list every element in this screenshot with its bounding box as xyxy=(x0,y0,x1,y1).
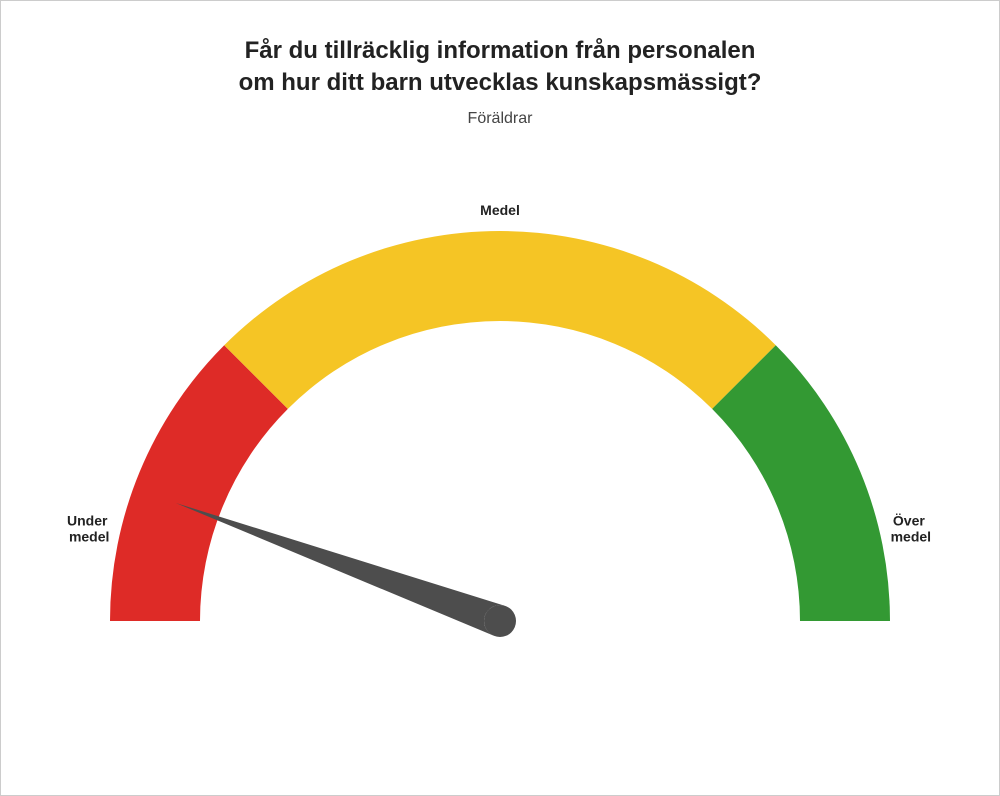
gauge-svg: Medel Under medel Över medel xyxy=(40,151,960,751)
gauge-chart: Medel Under medel Över medel xyxy=(1,151,999,751)
needle-hub xyxy=(484,605,516,637)
needle-path xyxy=(176,503,506,636)
title-line-1: Får du tillräcklig information från pers… xyxy=(245,37,756,64)
gauge-segment-top xyxy=(224,231,776,409)
chart-subtitle: Föräldrar xyxy=(1,110,999,128)
gauge-needle xyxy=(176,503,516,637)
chart-title: Får du tillräcklig information från pers… xyxy=(1,35,999,100)
gauge-segment-left xyxy=(110,345,288,621)
label-over-medel: Över medel xyxy=(891,513,931,545)
chart-frame: Får du tillräcklig information från pers… xyxy=(0,0,1000,796)
label-under-medel: Under medel xyxy=(67,513,111,545)
label-under-medel-line1: Under xyxy=(67,513,108,529)
title-line-2: om hur ditt barn utvecklas kunskapsmässi… xyxy=(239,69,762,96)
label-over-medel-line2: medel xyxy=(891,529,931,545)
gauge-segments xyxy=(110,231,890,621)
title-block: Får du tillräcklig information från pers… xyxy=(1,35,999,128)
label-under-medel-line2: medel xyxy=(69,529,109,545)
label-over-medel-line1: Över xyxy=(893,513,925,529)
label-medel: Medel xyxy=(480,202,520,218)
gauge-segment-right xyxy=(712,345,890,621)
